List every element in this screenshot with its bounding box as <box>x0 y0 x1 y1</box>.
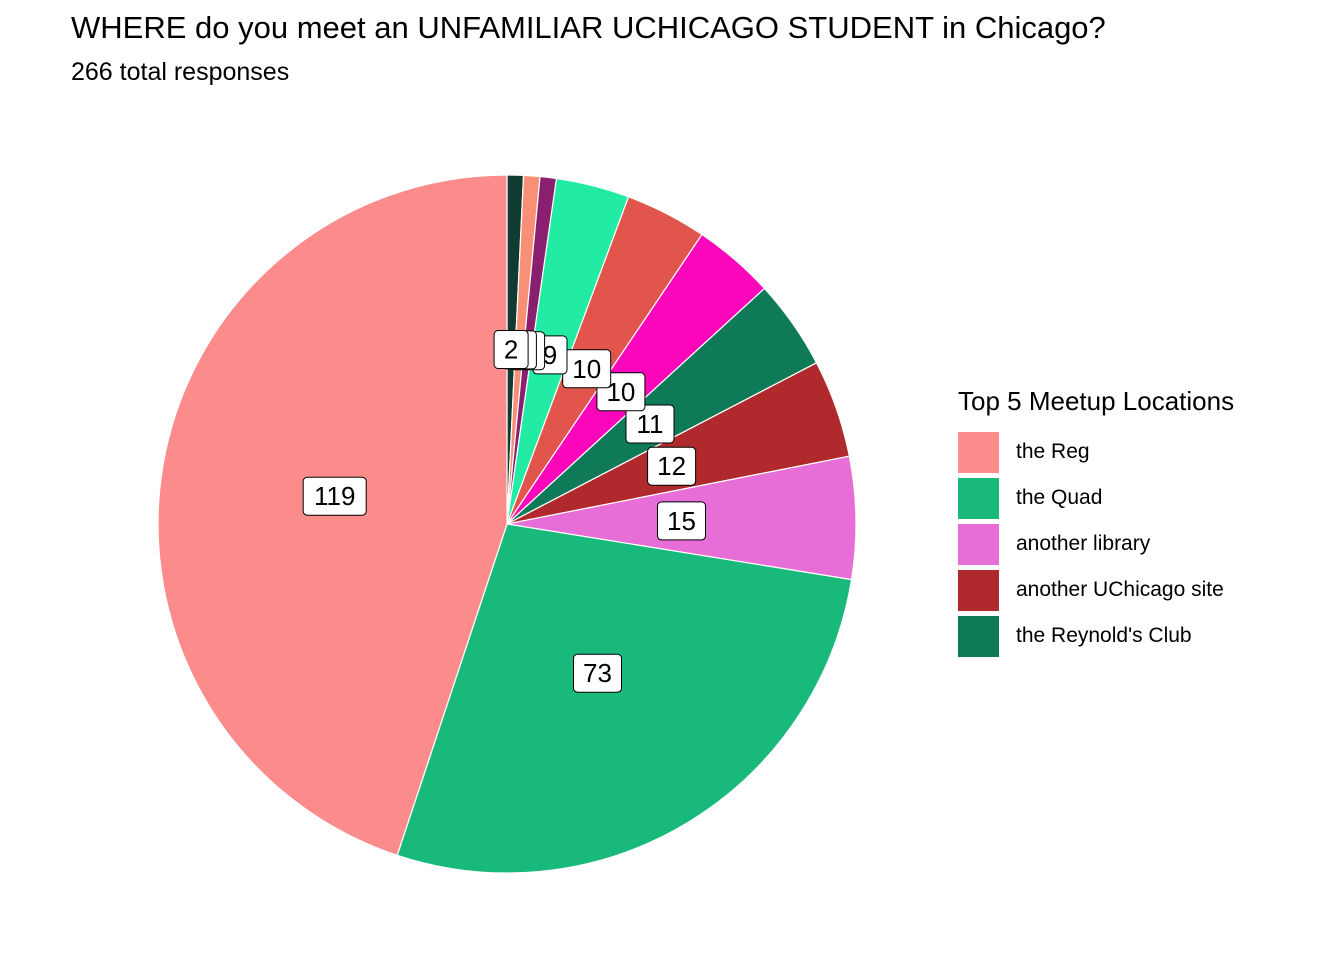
slice-label: 2 <box>493 330 529 369</box>
legend-items: the Reg the Quad another library another UC… <box>958 429 1234 659</box>
slice-label-text: 10 <box>572 354 601 384</box>
legend-label: the Reg <box>1016 440 1090 463</box>
legend-swatch <box>958 569 999 611</box>
chart-subtitle: 266 total responses <box>71 58 290 86</box>
legend-item: the Reynold's Club <box>958 613 1234 659</box>
slice-label: 119 <box>302 476 367 516</box>
slice-label-text: 10 <box>606 377 635 407</box>
slice-label-box <box>493 330 529 369</box>
legend-label: the Quad <box>1016 486 1103 509</box>
slice-label: 15 <box>657 501 706 541</box>
legend-swatch <box>958 615 999 657</box>
legend-item: the Reg <box>958 429 1234 475</box>
pie-slices <box>157 174 857 874</box>
slice-label-text: 15 <box>667 506 696 536</box>
legend-item: the Quad <box>958 475 1234 521</box>
legend-label: the Reynold's Club <box>1016 624 1192 647</box>
slice-label-box <box>647 446 697 486</box>
legend-swatch <box>958 523 999 565</box>
slice-label-text: 11 <box>637 409 664 439</box>
slice-label-box <box>573 653 622 693</box>
legend-label: another library <box>1016 532 1151 555</box>
pie-slice <box>396 523 853 874</box>
slice-label-box <box>302 476 367 516</box>
chart-title: WHERE do you meet an UNFAMILIAR UCHICAGO… <box>71 10 1106 45</box>
legend-item: another library <box>958 521 1234 567</box>
legend-swatch <box>958 431 999 473</box>
slice-label: 12 <box>647 446 697 486</box>
legend-swatch <box>958 477 999 519</box>
legend-item: another UChicago site <box>958 567 1234 613</box>
legend-title: Top 5 Meetup Locations <box>958 386 1235 416</box>
slice-label: 73 <box>573 653 622 693</box>
slice-label: 10 <box>562 349 612 389</box>
slice-label-text: 119 <box>314 481 355 511</box>
slice-label-box <box>657 501 706 541</box>
slice-label-box <box>625 404 675 444</box>
legend-label: another UChicago site <box>1016 578 1224 601</box>
slice-label: 11 <box>625 404 675 444</box>
slice-label-text: 9 <box>543 340 557 370</box>
slice-label-text: 12 <box>657 451 686 481</box>
slice-label-text: 2 <box>504 335 518 365</box>
legend: Top 5 Meetup Locations the Reg the Quad an… <box>958 386 1234 659</box>
slice-label-text: 73 <box>583 658 612 688</box>
